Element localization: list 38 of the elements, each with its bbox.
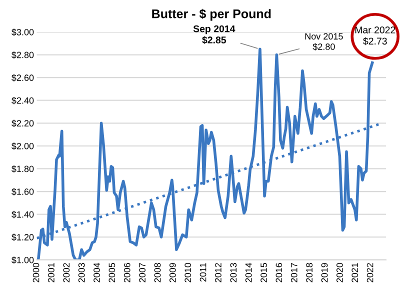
x-tick-label: 2010 — [184, 262, 192, 282]
x-tick-label: 2014 — [245, 262, 252, 282]
x-tick-label: 2021 — [352, 263, 358, 282]
annotation: Mar 2022 $2.73 — [355, 26, 396, 46]
x-tick-label: 2000 — [32, 262, 40, 282]
y-tick-label: $1.80 — [12, 165, 34, 173]
x-tick-label: 2009 — [169, 263, 176, 282]
y-tick-label: $1.40 — [12, 210, 34, 218]
x-tick-label: 2017 — [290, 263, 298, 282]
y-tick-label: $1.00 — [12, 256, 34, 264]
x-tick-label: 2003 — [78, 263, 85, 282]
x-tick-label: 2008 — [154, 263, 161, 282]
x-tick-label: 2012 — [215, 263, 222, 282]
y-tick-label: $2.60 — [12, 74, 34, 82]
x-tick-label: 2002 — [63, 263, 70, 282]
chart-title: Butter - $ per Pound — [152, 8, 271, 21]
y-tick-label: $2.20 — [12, 120, 34, 128]
x-tick-label: 2015 — [260, 263, 267, 282]
x-tick-label: 2018 — [306, 263, 313, 282]
y-tick-label: $1.20 — [12, 234, 34, 241]
x-tick-label: 2022 — [366, 263, 374, 282]
x-tick-label: 2016 — [276, 263, 282, 282]
annotation: Nov 2015 $2.80 — [305, 33, 343, 50]
y-tick-label: $2.80 — [12, 51, 34, 59]
x-tick-label: 2001 — [48, 263, 54, 282]
x-tick-label: 2013 — [230, 263, 237, 282]
x-tick-label: 2004 — [94, 262, 100, 282]
x-tick-label: 2005 — [108, 263, 116, 282]
y-tick-label: $3.00 — [12, 28, 34, 36]
y-tick-label: $1.60 — [12, 188, 34, 196]
x-tick-label: 2011 — [200, 263, 206, 282]
x-tick-label: 2019 — [321, 263, 328, 282]
x-tick-label: 2007 — [139, 263, 146, 282]
y-tick-label: $2.40 — [12, 96, 34, 104]
annotation: Sep 2014 $2.85 — [193, 25, 236, 44]
y-tick-label: $2.00 — [12, 142, 34, 150]
x-tick-label: 2006 — [124, 263, 130, 282]
x-tick-label: 2020 — [336, 262, 343, 282]
